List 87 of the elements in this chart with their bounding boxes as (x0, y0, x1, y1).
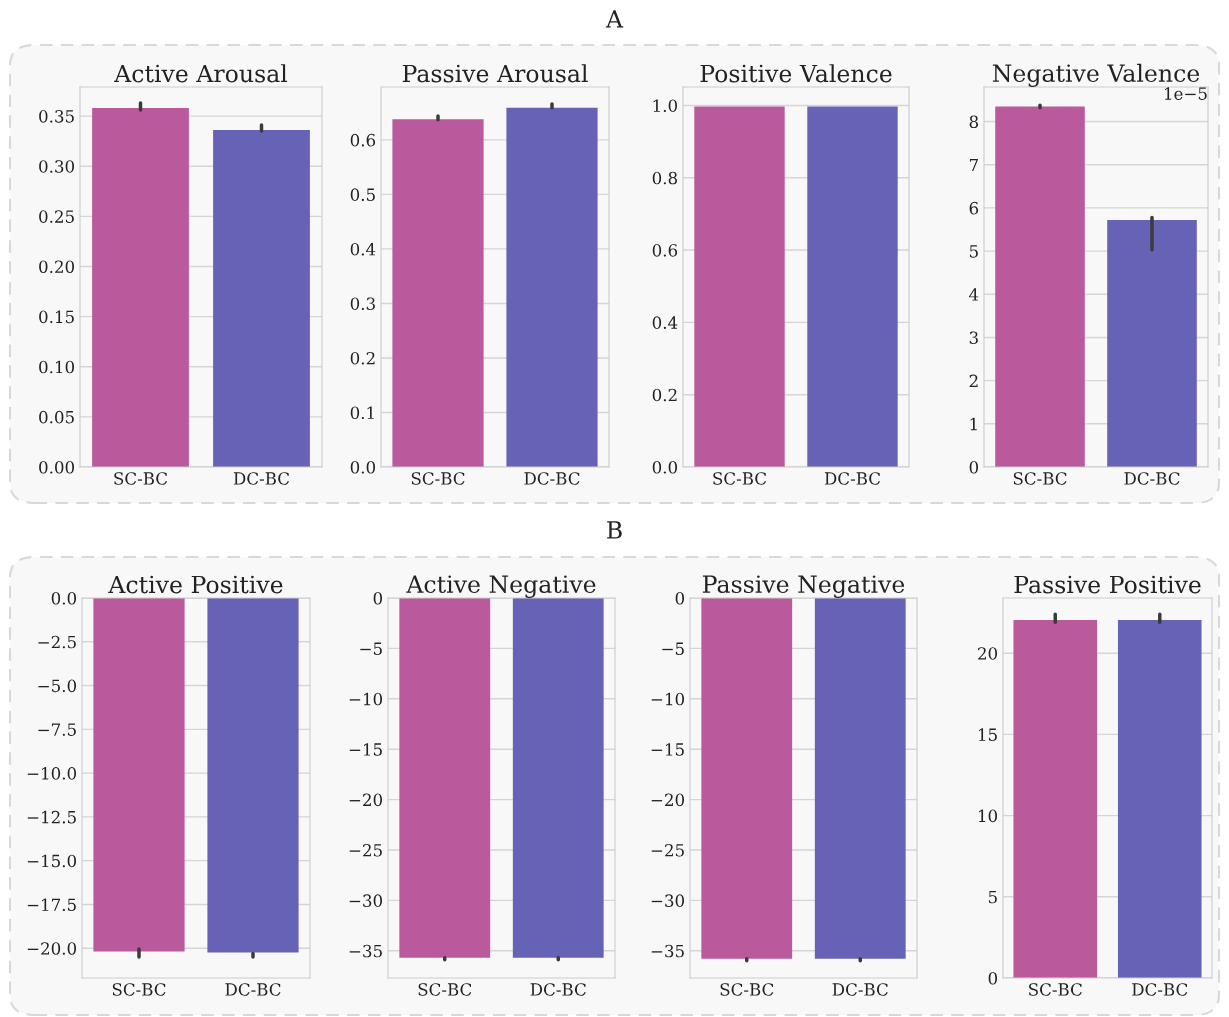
x-tick-label: DC-BC (524, 472, 580, 485)
y-tick-label: 0.10 (39, 360, 75, 374)
x-tick-label: SC-BC (713, 472, 767, 485)
x-tick-label: DC-BC (225, 983, 281, 996)
y-tick-label: −15 (651, 743, 684, 756)
y-tick-label: 0.30 (39, 160, 75, 173)
y-tick-label: 1.0 (653, 99, 678, 113)
y-tick-label: −5 (662, 642, 684, 655)
y-tick-label: 0.5 (350, 188, 375, 201)
y-tick-label: −17.5 (27, 898, 76, 912)
text: B (607, 521, 622, 539)
y-tick-label: −35 (651, 944, 684, 958)
y-tick-label: 0.6 (652, 244, 678, 257)
y-tick-label: 6 (969, 201, 979, 215)
x-tick-label: SC-BC (720, 983, 774, 996)
x-tick-label: SC-BC (112, 983, 166, 996)
y-tick-label: 0.0 (652, 460, 678, 474)
y-tick-label: 0.2 (350, 351, 375, 365)
y-tick-label: −12.5 (27, 810, 76, 824)
y-tick-label: 0 (373, 591, 383, 605)
x-tick-label: SC-BC (411, 472, 465, 485)
x-tick-label: SC-BC (1013, 472, 1067, 485)
y-tick-label: 0.8 (652, 171, 678, 185)
chart-title: Passive Positive (1014, 575, 1201, 594)
y-tick-label: 4 (969, 288, 979, 301)
y-tick-label: 0.4 (350, 242, 376, 256)
chart-title: Negative Valence (992, 63, 1200, 87)
y-tick-label: 7 (969, 158, 978, 172)
x-tick-label: DC-BC (824, 472, 881, 485)
x-tick-label: DC-BC (530, 983, 586, 996)
y-tick-label: 10 (978, 809, 998, 823)
y-tick-label: 20 (978, 647, 998, 660)
y-tick-label: 0.20 (39, 260, 75, 274)
y-tick-label: 0 (675, 591, 685, 605)
x-tick-label: SC-BC (1029, 983, 1082, 996)
y-tick-label: −25 (349, 843, 382, 857)
y-tick-label: 8 (969, 115, 979, 129)
y-tick-label: −10 (349, 692, 383, 706)
y-tick-label: −30 (349, 894, 383, 907)
y-tick-label: 2 (969, 374, 978, 387)
y-tick-label: −20.0 (27, 942, 77, 955)
x-tick-label: DC-BC (1132, 983, 1188, 996)
y-tick-label: 0.00 (39, 460, 75, 474)
y-tick-label: −15.0 (27, 854, 77, 868)
y-tick-label: −15 (349, 743, 382, 756)
y-tick-label: 0 (969, 460, 979, 474)
chart-title: Active Positive (108, 575, 283, 594)
y-tick-label: 0.0 (350, 460, 376, 474)
x-tick-label: SC-BC (114, 472, 168, 485)
annotation: 1e−5 (1164, 87, 1207, 100)
y-tick-label: 0.1 (350, 406, 374, 420)
y-tick-label: −7.5 (38, 723, 76, 736)
y-tick-label: 0.4 (652, 316, 678, 329)
y-tick-label: 0 (988, 971, 998, 985)
y-tick-label: 1 (970, 417, 977, 431)
y-tick-label: 0.25 (39, 210, 74, 223)
y-tick-label: 3 (969, 331, 978, 345)
chart-title: Passive Arousal (402, 64, 588, 83)
y-tick-label: 15 (978, 728, 997, 741)
y-tick-label: −20 (651, 793, 685, 807)
y-tick-label: −20 (349, 793, 383, 807)
y-tick-label: −2.5 (38, 635, 76, 649)
chart-title: Passive Negative (702, 575, 905, 598)
text: A (605, 10, 624, 28)
chart-title: Active Arousal (114, 64, 288, 83)
y-tick-label: 0.6 (350, 133, 376, 147)
y-tick-label: −35 (349, 944, 382, 958)
y-tick-label: 0.35 (39, 110, 74, 123)
x-tick-label: SC-BC (418, 983, 472, 996)
y-tick-label: −5 (360, 642, 382, 655)
y-tick-label: 0.2 (652, 388, 677, 402)
y-tick-label: 0.05 (39, 410, 74, 424)
y-tick-label: 5 (969, 245, 978, 258)
y-tick-label: −30 (651, 894, 685, 907)
x-tick-label: DC-BC (1124, 472, 1180, 485)
chart-title: Active Negative (406, 575, 596, 598)
y-tick-label: −10.0 (27, 767, 77, 780)
x-tick-label: DC-BC (233, 472, 290, 485)
x-tick-label: DC-BC (832, 983, 888, 996)
y-tick-label: 0.0 (51, 591, 77, 605)
y-tick-label: −25 (651, 843, 684, 857)
y-tick-label: −5.0 (38, 679, 77, 693)
y-tick-label: 5 (988, 890, 997, 904)
y-tick-label: −10 (651, 692, 685, 706)
chart-title: Positive Valence (700, 64, 892, 83)
y-tick-label: 0.15 (39, 310, 74, 324)
y-tick-label: 0.3 (350, 297, 375, 311)
